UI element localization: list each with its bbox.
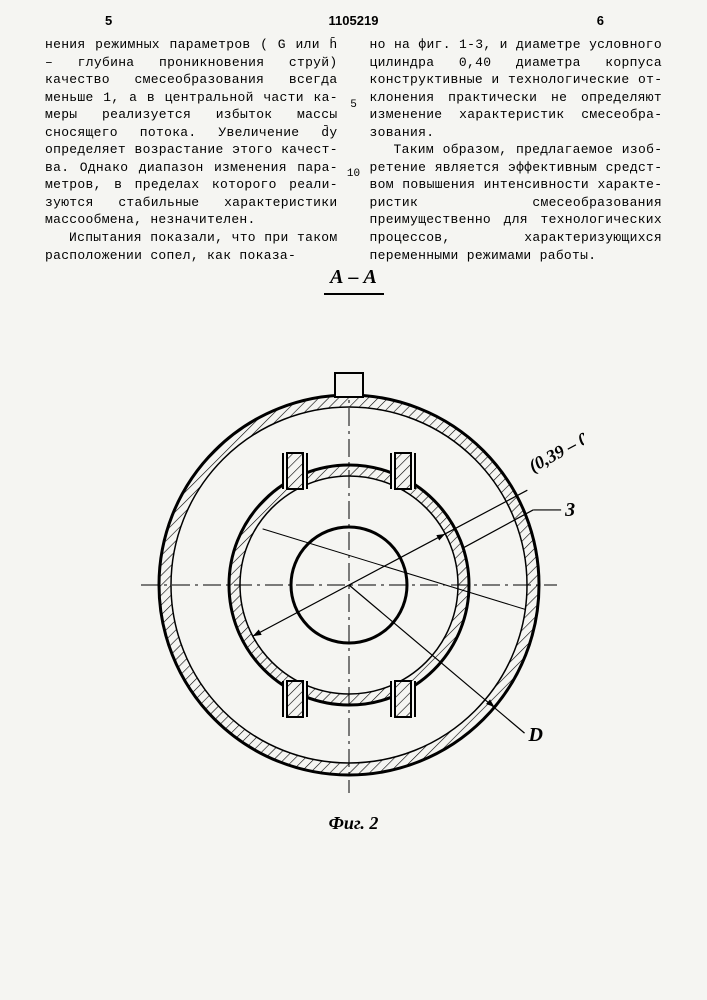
section-label: А – А xyxy=(0,264,707,291)
document-number: 1105219 xyxy=(329,12,379,30)
section-underline xyxy=(324,293,384,295)
page-number-left: 5 xyxy=(105,12,112,30)
page-number-right: 6 xyxy=(597,12,604,30)
text-columns: нения режимных параметров ( G или h̄ – г… xyxy=(0,0,707,264)
svg-text:(0,39 – 0,41)D: (0,39 – 0,41)D xyxy=(525,409,584,477)
right-para-2: Таким образом, предлагаемое изоб­ретение… xyxy=(370,141,663,264)
right-para-1: но на фиг. 1-3, и диаметре услов­ного ци… xyxy=(370,36,663,141)
right-column: но на фиг. 1-3, и диаметре услов­ного ци… xyxy=(370,36,663,264)
svg-text:3: 3 xyxy=(564,499,575,521)
figure-caption: Фиг. 2 xyxy=(0,811,707,835)
left-para-1: нения режимных параметров ( G или h̄ – г… xyxy=(45,36,338,229)
line-marker-5: 5 xyxy=(350,98,357,113)
figure-area: (0,39 – 0,41)D D 3 xyxy=(0,325,707,805)
figure-svg: (0,39 – 0,41)D D 3 xyxy=(124,325,584,805)
left-para-2: Испытания показали, что при та­ком распо… xyxy=(45,229,338,264)
line-marker-10: 10 xyxy=(347,167,360,182)
left-column: нения режимных параметров ( G или h̄ – г… xyxy=(45,36,338,264)
svg-text:D: D xyxy=(527,724,542,746)
